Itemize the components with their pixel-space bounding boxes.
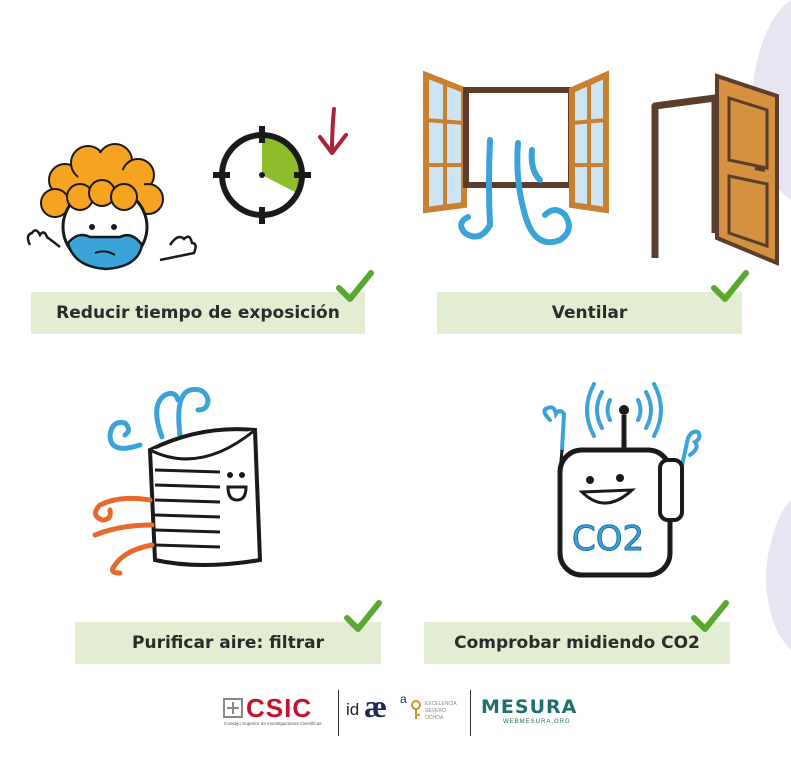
check-icon (336, 270, 374, 302)
csic-emblem-icon (223, 698, 243, 718)
idaea-logo-mark: æ (364, 688, 388, 724)
severo-ochoa-line3: OCHOA (425, 715, 444, 721)
air-purifier-illustration (92, 387, 263, 576)
co2-meter-text: CO2 (572, 519, 644, 559)
open-window-illustration (423, 70, 609, 246)
decorative-background-shape-bottom (766, 500, 791, 650)
item-label-purificar: Purificar aire: filtrar (75, 622, 381, 664)
csic-subtitle: Consejo Superior de Investigaciones Cien… (224, 721, 322, 726)
co2-meter-illustration: CO2 (542, 382, 702, 578)
item-label-ventilar: Ventilar (437, 292, 742, 334)
mesura-url: WEBMESURA.ORG (503, 719, 571, 725)
arrow-down-icon (318, 107, 348, 155)
severo-ochoa-key-icon (411, 700, 421, 719)
idaea-logo-prefix: id (346, 700, 360, 719)
logo-divider (338, 690, 339, 736)
severo-ochoa-line1: EXCELENCIA (425, 701, 457, 707)
item-label-comprobar: Comprobar midiendo CO2 (424, 622, 730, 664)
open-door-illustration (651, 73, 779, 266)
severo-ochoa-line2: SEVERO (425, 708, 446, 714)
check-icon (691, 600, 729, 632)
item-label-reducir: Reducir tiempo de exposición (31, 292, 365, 334)
check-icon (344, 600, 382, 632)
check-icon (711, 270, 749, 302)
clock-icon (213, 126, 311, 224)
csic-logo: CSIC (246, 693, 313, 723)
idaea-logo-sup: a (400, 692, 407, 706)
child-with-mask-illustration (26, 143, 197, 271)
logo-divider (470, 690, 471, 736)
mesura-logo: MESURA (481, 696, 578, 718)
